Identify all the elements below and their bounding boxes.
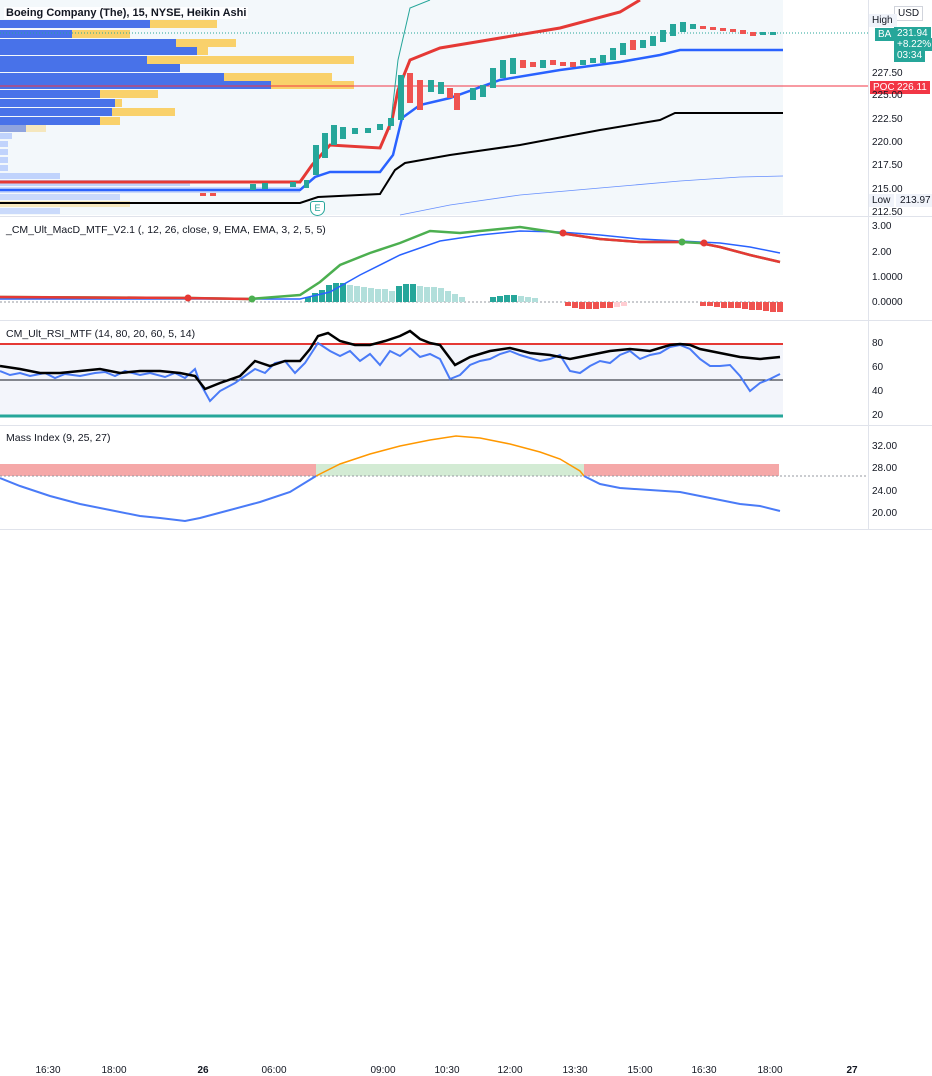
low-value: 213.97 xyxy=(896,194,932,207)
time-axis[interactable]: 16:30 18:00 26 06:00 09:00 10:30 12:00 1… xyxy=(0,530,868,1076)
mass-index-title[interactable]: Mass Index (9, 25, 27) xyxy=(6,432,111,444)
macd-tick: 0.0000 xyxy=(872,297,903,308)
macd-histogram xyxy=(305,283,783,312)
price-tick: 222.50 xyxy=(872,114,903,125)
time-tick: 16:30 xyxy=(691,1065,717,1076)
macd-line xyxy=(0,225,781,301)
symbol-badge: BA xyxy=(875,28,895,41)
lower-band xyxy=(0,112,783,204)
rsi-pane[interactable] xyxy=(0,321,868,421)
low-label: Low xyxy=(868,194,895,207)
time-tick: 12:00 xyxy=(497,1065,523,1076)
time-tick: 13:30 xyxy=(562,1065,588,1076)
mass-tick: 28.00 xyxy=(872,463,898,474)
rsi-tick: 20 xyxy=(872,410,884,421)
poc-label: POC xyxy=(870,81,898,94)
price-pane[interactable] xyxy=(0,0,868,216)
last-price-label: 231.94 xyxy=(894,27,931,40)
time-tick: 27 xyxy=(846,1065,858,1076)
rsi-indicator-title[interactable]: CM_Ult_RSI_MTF (14, 80, 20, 60, 5, 14) xyxy=(6,328,196,340)
price-tick: 212.50 xyxy=(872,207,903,218)
mass-index-orange-line xyxy=(315,435,585,477)
time-tick: 06:00 xyxy=(261,1065,287,1076)
currency-selector[interactable]: USD xyxy=(894,6,924,21)
rsi-tick: 80 xyxy=(872,338,884,349)
macd-tick: 1.0000 xyxy=(872,272,903,283)
mass-index-pane[interactable] xyxy=(0,426,868,530)
macd-indicator-title[interactable]: _CM_Ult_MacD_MTF_V2.1 (, 12, 26, close, … xyxy=(6,224,326,236)
price-axis[interactable] xyxy=(868,0,932,530)
price-tick: 217.50 xyxy=(872,160,903,171)
macd-tick: 3.00 xyxy=(872,221,892,232)
change-label: +8.22% xyxy=(894,38,932,51)
rsi-tick: 60 xyxy=(872,362,884,373)
time-tick: 09:00 xyxy=(370,1065,396,1076)
time-tick: 18:00 xyxy=(757,1065,783,1076)
countdown-label: 03:34 xyxy=(894,49,926,62)
mass-tick: 20.00 xyxy=(872,508,898,519)
price-tick: 225.00 xyxy=(872,90,903,101)
poc-value: 226.11 xyxy=(894,81,930,94)
price-tick: 220.00 xyxy=(872,137,903,148)
time-tick: 15:00 xyxy=(627,1065,653,1076)
chart-title: Boeing Company (The), 15, NYSE, Heikin A… xyxy=(4,7,249,19)
rsi-black-line xyxy=(0,329,781,391)
time-tick: 16:30 xyxy=(35,1065,61,1076)
earnings-event-marker[interactable]: E xyxy=(310,201,325,216)
mass-index-blue-line xyxy=(0,475,317,523)
high-label: High xyxy=(868,14,897,27)
mass-tick: 32.00 xyxy=(872,441,898,452)
price-tick: 227.50 xyxy=(872,68,903,79)
time-tick: 10:30 xyxy=(434,1065,460,1076)
time-tick: 18:00 xyxy=(101,1065,127,1076)
price-tick: 215.00 xyxy=(872,184,903,195)
macd-tick: 2.00 xyxy=(872,247,892,258)
candles xyxy=(200,22,776,196)
macd-pane[interactable] xyxy=(0,217,868,317)
rsi-blue-line xyxy=(0,341,781,403)
time-tick: 26 xyxy=(197,1065,209,1076)
mass-tick: 24.00 xyxy=(872,486,898,497)
rsi-tick: 40 xyxy=(872,386,884,397)
